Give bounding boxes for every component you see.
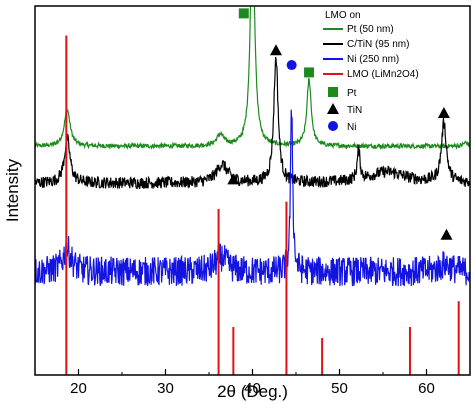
series-line-2 [35, 109, 470, 287]
peak-marker-square-0 [238, 8, 249, 19]
peak-marker-circle-6 [286, 60, 297, 71]
y-axis-label: Intensity [3, 158, 22, 222]
peak-marker-triangle-2 [269, 44, 282, 56]
x-tick-label-1: 30 [157, 380, 174, 397]
x-axis-ticks: 20 30 40 50 60 [34, 369, 471, 397]
x-tick-label-3: 50 [331, 380, 348, 397]
plot-frame [34, 5, 471, 376]
legend-label-3: LMO (LiMn2O4) [347, 69, 419, 80]
peak-marker-square-1 [304, 67, 315, 78]
legend-label-0: Pt (50 nm) [347, 24, 394, 35]
series-line-1 [35, 57, 470, 190]
x-tick-label-2: 40 [244, 380, 261, 397]
legend-marker-square [328, 87, 338, 97]
plot-content [35, 6, 470, 375]
legend-marker-label-2: Ni [347, 122, 356, 133]
legend-label-1: C/TiN (95 nm) [347, 39, 409, 50]
plot-area [35, 6, 470, 375]
legend-marker-label-1: TiN [347, 105, 362, 116]
peak-marker-triangle-3 [227, 173, 240, 185]
legend-marker-triangle [327, 103, 339, 114]
peak-marker-triangle-5 [440, 228, 453, 240]
legend-header: LMO on [325, 10, 361, 21]
legend-label-2: Ni (250 nm) [347, 54, 399, 65]
x-tick-label-4: 60 [418, 380, 435, 397]
peak-marker-triangle-4 [437, 107, 450, 119]
legend: LMO on Pt (50 nm) C/TiN (95 nm) Ni (250 nm)… [323, 10, 419, 133]
legend-marker-label-0: Pt [347, 88, 357, 99]
legend-marker-circle [328, 121, 338, 131]
x-tick-label-0: 20 [70, 380, 87, 397]
series-line-0 [35, 6, 470, 151]
x-axis-label: 2θ (Deg.) [217, 382, 288, 401]
